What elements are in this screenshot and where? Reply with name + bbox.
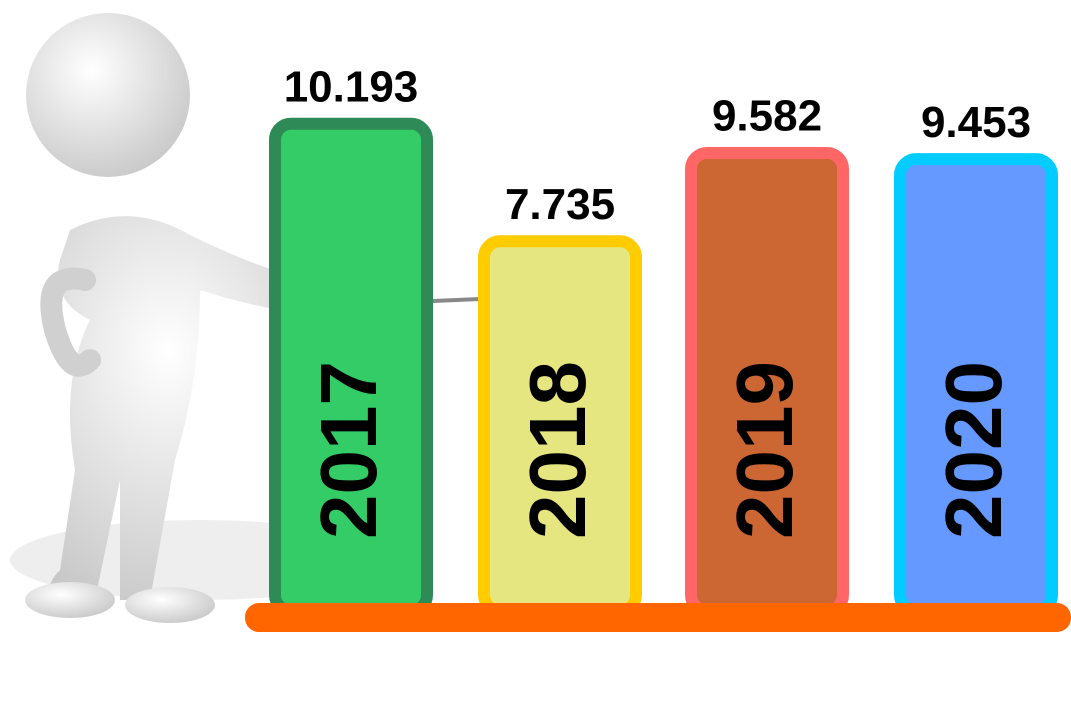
baseline-bar bbox=[245, 603, 1071, 632]
category-label: 2018 bbox=[513, 361, 602, 539]
category-label: 2020 bbox=[929, 361, 1018, 539]
value-label: 9.582 bbox=[712, 92, 822, 141]
value-label: 7.735 bbox=[505, 180, 615, 229]
category-label: 2019 bbox=[720, 361, 809, 539]
value-label: 9.453 bbox=[921, 98, 1031, 147]
chart: 2017 10.193 2018 7.735 2019 9.582 2020 9.453 bbox=[0, 0, 1071, 722]
category-label: 2017 bbox=[304, 361, 393, 539]
value-label: 10.193 bbox=[284, 62, 419, 111]
